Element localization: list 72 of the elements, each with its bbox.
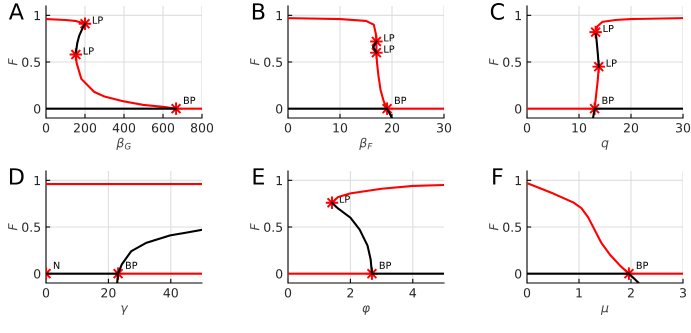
y-tick-label: 1 [276,10,282,20]
x-tick-label: 40 [163,288,178,298]
x-tick-label: 0 [42,288,50,298]
x-tick-label: 0 [524,123,530,133]
annotation: LP [384,34,394,42]
x-axis-title: γ [121,305,128,315]
x-tick-label: 20 [384,123,400,133]
annotation: LP [84,47,94,54]
y-axis-title: F [250,223,260,230]
x-tick-label: 0 [284,288,292,298]
x-tick-label: 20 [624,123,638,133]
annotation: BP [636,262,648,269]
chart-title: D [10,168,24,185]
chart-title: B [252,3,264,20]
annotation: LP [384,45,394,53]
y-axis-title: F [8,223,18,230]
x-axis-title: q [602,140,608,150]
y-tick-label: 0 [34,104,40,114]
annotation: LP [92,16,103,24]
x-tick-label: 20 [101,288,116,298]
annotation: BP [394,96,406,104]
y-tick-label: 1 [34,10,40,20]
x-axis-title: β$_{G}$ [116,138,131,150]
y-tick-label: 0 [276,104,282,114]
x-tick-label: 0 [524,288,530,298]
y-axis-title: F [250,58,260,66]
y-tick-label: 0.5 [503,57,522,67]
y-tick-label: 0.5 [22,57,40,67]
y-axis-title: F [489,223,498,230]
x-axis-title: μ [600,305,608,315]
x-tick-label: 1 [576,288,582,298]
y-tick-label: 1 [516,176,521,186]
annotation: N [54,262,60,269]
x-tick-label: 10 [572,123,586,133]
x-tick-label: 30 [437,123,452,133]
y-tick-label: 1 [276,176,282,186]
x-axis-title: β$_{F}$ [359,138,372,150]
x-tick-label: 2 [628,288,634,298]
y-tick-label: 0 [515,269,522,279]
x-tick-label: 600 [152,123,174,133]
y-tick-label: 0 [276,269,282,279]
y-tick-label: 1 [34,176,40,186]
chart-title: F [493,168,502,185]
x-tick-label: 200 [74,123,96,133]
x-tick-label: 3 [680,288,686,298]
annotation: LP [606,59,617,67]
chart-title: C [490,3,504,20]
annotation: BP [126,262,138,269]
x-tick-label: 400 [112,123,136,133]
annotation: BP [602,96,614,104]
chart-title: E [254,168,264,185]
annotation: BP [380,262,392,269]
y-axis-title: F [8,58,18,66]
y-axis-title: F [489,58,498,66]
y-tick-label: 0.5 [503,222,522,232]
x-tick-label: 0 [284,123,292,133]
x-tick-label: 4 [409,288,416,298]
annotation: LP [604,24,614,32]
x-tick-label: 2 [347,288,354,298]
x-tick-label: 30 [676,123,690,133]
y-tick-label: 1 [516,10,521,20]
y-tick-label: 0.5 [264,222,282,232]
x-axis-title: φ [362,305,370,315]
x-tick-label: 800 [190,123,214,133]
x-tick-label: 0 [42,123,50,133]
y-tick-label: 0.5 [264,57,282,67]
y-tick-label: 0.5 [22,222,40,232]
y-tick-label: 0 [34,269,40,279]
annotation: BP [184,96,196,104]
chart-title: A [8,3,24,20]
x-tick-label: 10 [333,123,348,133]
y-tick-label: 0 [515,104,522,114]
